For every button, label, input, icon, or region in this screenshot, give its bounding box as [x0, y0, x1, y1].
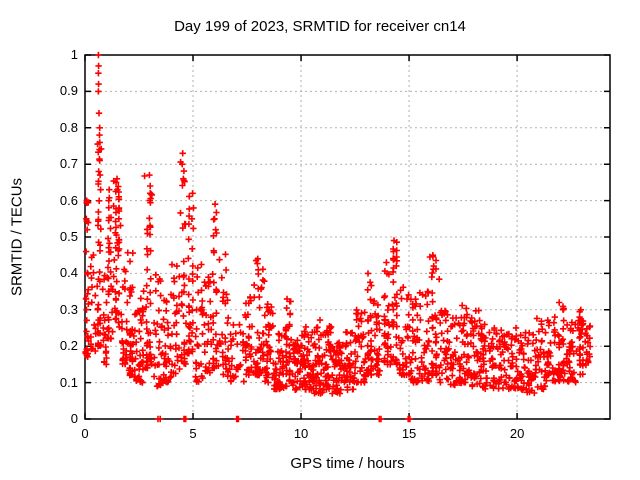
x-tick-label: 5 — [189, 426, 197, 441]
y-tick-label: 0.9 — [59, 83, 78, 99]
grid-lines — [85, 55, 610, 419]
y-tick-label: 1 — [70, 47, 78, 62]
x-tick-label: 20 — [509, 426, 525, 441]
y-tick-label: 0.7 — [59, 156, 78, 172]
y-tick-label: 0.2 — [59, 338, 78, 354]
x-axis-label: GPS time / hours — [290, 455, 405, 472]
x-tick-label: 10 — [293, 426, 309, 441]
y-tick-label: 0.3 — [59, 301, 78, 317]
axis-ticks — [84, 54, 610, 420]
x-tick-label: 0 — [81, 426, 89, 441]
y-tick-label: 0.6 — [59, 192, 78, 208]
data-points — [82, 51, 594, 423]
y-tick-label: 0.4 — [59, 265, 78, 281]
chart-title: Day 199 of 2023, SRMTID for receiver cn1… — [174, 18, 466, 35]
y-tick-label: 0.5 — [59, 229, 78, 244]
y-tick-label: 0 — [70, 411, 78, 426]
y-tick-label: 0.8 — [59, 119, 78, 135]
x-tick-label: 15 — [401, 426, 417, 441]
y-tick-label: 0.1 — [59, 374, 78, 390]
